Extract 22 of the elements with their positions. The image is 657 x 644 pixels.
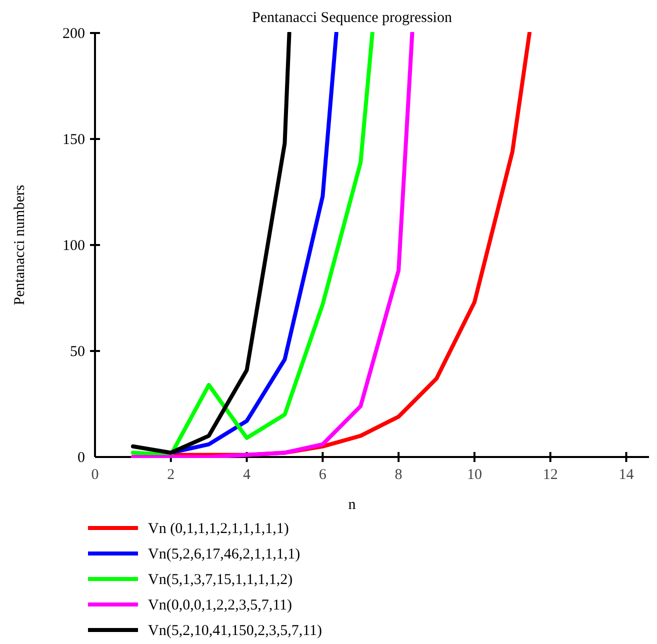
x-tick-label: 2 bbox=[167, 467, 175, 483]
x-tick-label: 8 bbox=[394, 467, 402, 483]
x-tick-label: 12 bbox=[542, 467, 558, 483]
y-tick-label: 150 bbox=[62, 132, 85, 148]
legend-label: Vn(5,2,6,17,46,2,1,1,1,1) bbox=[148, 546, 300, 562]
x-tick-label: 0 bbox=[91, 467, 99, 483]
legend-label: Vn(5,2,10,41,150,2,3,5,7,11) bbox=[148, 623, 322, 639]
x-tick-label: 4 bbox=[243, 467, 252, 483]
y-axis-title: Pentanacci numbers bbox=[12, 184, 28, 306]
x-tick-label: 6 bbox=[318, 467, 327, 483]
legend-label: Vn(0,0,0,1,2,2,3,5,7,11) bbox=[148, 598, 292, 614]
y-tick-label: 200 bbox=[62, 26, 85, 42]
legend-label: Vn (0,1,1,1,2,1,1,1,1,1) bbox=[148, 521, 289, 537]
legend-label: Vn(5,1,3,7,15,1,1,1,1,2) bbox=[148, 572, 293, 588]
y-tick-label: 50 bbox=[70, 344, 85, 360]
chart-title: Pentanacci Sequence progression bbox=[252, 10, 452, 26]
y-tick-label: 100 bbox=[62, 238, 85, 254]
x-tick-label: 14 bbox=[618, 467, 634, 483]
x-tick-label: 10 bbox=[466, 467, 482, 483]
x-axis-title: n bbox=[348, 497, 356, 513]
line-series bbox=[130, 32, 292, 455]
y-tick-label: 0 bbox=[78, 450, 85, 466]
